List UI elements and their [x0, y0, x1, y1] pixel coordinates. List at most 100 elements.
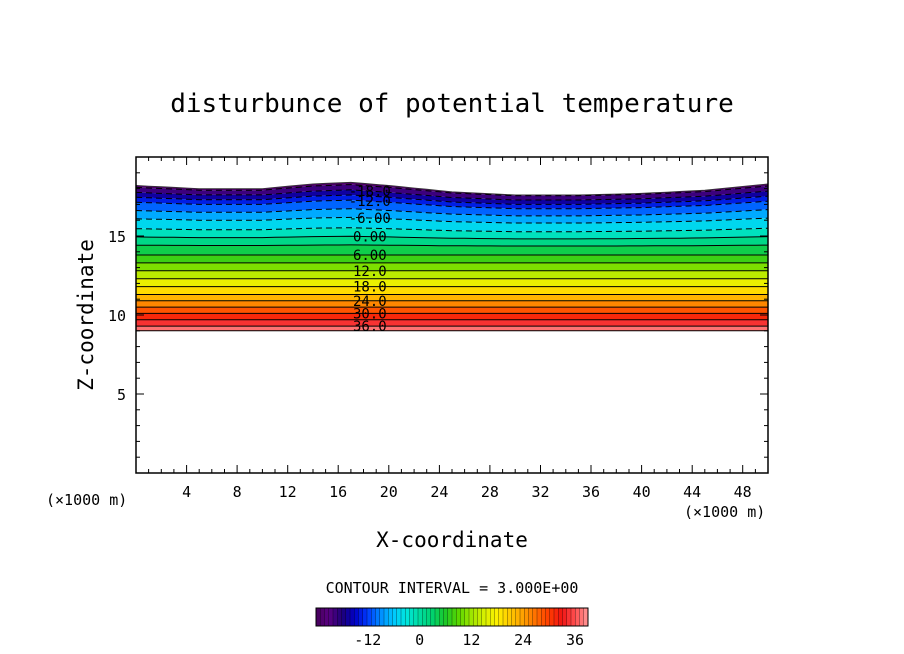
colorbar-cell: [460, 608, 466, 626]
colorbar-cell: [464, 608, 470, 626]
colorbar-cell: [435, 608, 440, 626]
contour-label: 6.00: [353, 248, 387, 264]
colorbar-cell: [354, 608, 359, 626]
contour-band: [136, 184, 768, 200]
contour-label: -18.0: [349, 184, 391, 200]
colorbar-cell: [566, 608, 572, 626]
colorbar-cell: [469, 608, 474, 626]
colorbar-cell: [388, 608, 393, 626]
contour-band: [136, 326, 768, 331]
colorbar-cell: [418, 608, 423, 626]
colorbar-cell: [341, 608, 347, 626]
colorbar-cell: [367, 608, 372, 626]
colorbar-cell: [575, 608, 580, 626]
contour-label: 30.0: [353, 306, 387, 322]
colorbar-cell: [430, 608, 436, 626]
contour-labels: -18.0-12.0-6.00 0.00 6.0012.018.024.030.03…: [349, 184, 391, 335]
contour-line: [136, 235, 768, 240]
contour-band: [136, 189, 768, 205]
colorbar-cell: [541, 608, 546, 626]
contour-band: [136, 270, 768, 279]
contour-band: [136, 286, 768, 295]
colorbar-frame: [315, 607, 589, 627]
contour-line: [136, 189, 768, 201]
colorbar-cell: [532, 608, 538, 626]
x-tick-label: 32: [531, 483, 549, 501]
colorbar-cell: [545, 608, 551, 626]
contour-field: [136, 182, 768, 331]
x-tick-label: 12: [279, 483, 297, 501]
contour-band: [136, 208, 768, 223]
contour-band: [136, 313, 768, 320]
x-tick-label: 4: [182, 483, 191, 501]
colorbar-tick-label: 0: [415, 631, 424, 649]
colorbar-cell: [562, 608, 568, 626]
colorbar-cell: [579, 608, 585, 626]
x-tick-label: 44: [683, 483, 701, 501]
contour-band: [136, 319, 768, 327]
colorbar-cell: [337, 608, 342, 626]
contour-band: [136, 244, 768, 255]
x-tick-label: 36: [582, 483, 600, 501]
contour-band: [136, 278, 768, 287]
colorbar-cell: [422, 608, 427, 626]
contour-line: [136, 227, 768, 233]
y-tick-label: 15: [108, 228, 126, 246]
contour-label: 24.0: [353, 294, 387, 310]
contour-band: [136, 200, 768, 216]
colorbar-cell: [345, 608, 351, 626]
colorbar-tick-label: 24: [514, 631, 532, 649]
colorbar-cell: [401, 608, 406, 626]
y-tick-label: 10: [108, 307, 126, 325]
colorbar-cell: [350, 608, 355, 626]
contour-line: [136, 216, 768, 224]
contour-interval-text: CONTOUR INTERVAL = 3.000E+00: [326, 579, 579, 597]
colorbar-cell: [452, 608, 457, 626]
colorbar-cell: [498, 608, 504, 626]
contour-line: [136, 199, 768, 210]
colorbar-cell: [333, 608, 338, 626]
contour-label: 18.0: [353, 280, 387, 296]
contour-line: [136, 208, 768, 217]
colorbar-cell: [447, 608, 453, 626]
x-tick-label: 28: [481, 483, 499, 501]
contour-band: [136, 217, 768, 232]
colorbar-cell: [481, 608, 487, 626]
contour-band: [136, 307, 768, 314]
colorbar-cell: [426, 608, 432, 626]
contour-line: [136, 244, 768, 247]
contour-lines: [136, 181, 768, 332]
colorbar-cell: [362, 608, 368, 626]
colorbar-cell: [316, 608, 321, 626]
x-tick-label: 20: [380, 483, 398, 501]
colorbar-cell: [328, 608, 334, 626]
colorbar-cell: [524, 608, 529, 626]
colorbar-cell: [413, 608, 419, 626]
x-tick-label: 8: [233, 483, 242, 501]
colorbar-cell: [494, 608, 500, 626]
colorbar-cell: [507, 608, 512, 626]
x-tick-label: 16: [329, 483, 347, 501]
contour-band: [136, 300, 768, 308]
colorbar-cell: [477, 608, 483, 626]
contour-band: [136, 227, 768, 239]
contour-label: -6.00: [349, 211, 391, 227]
colorbar-cell: [456, 608, 461, 626]
colorbar-cell: [405, 608, 410, 626]
contour-line: [136, 184, 768, 197]
colorbar-cell: [558, 608, 563, 626]
colorbar-cell: [375, 608, 381, 626]
colorbar-cell: [583, 608, 589, 626]
colorbar-cell: [379, 608, 385, 626]
contour-label: 36.0: [353, 319, 387, 335]
colorbar-cell: [520, 608, 525, 626]
x-axis-label: X-coordinate: [376, 528, 528, 552]
contour-band: [136, 255, 768, 263]
colorbar-cell: [549, 608, 555, 626]
contour-label: -12.0: [349, 194, 391, 210]
colorbar-tick-label: 12: [462, 631, 480, 649]
colorbar-cell: [439, 608, 444, 626]
contour-band: [136, 294, 768, 301]
colorbar-cell: [384, 608, 389, 626]
